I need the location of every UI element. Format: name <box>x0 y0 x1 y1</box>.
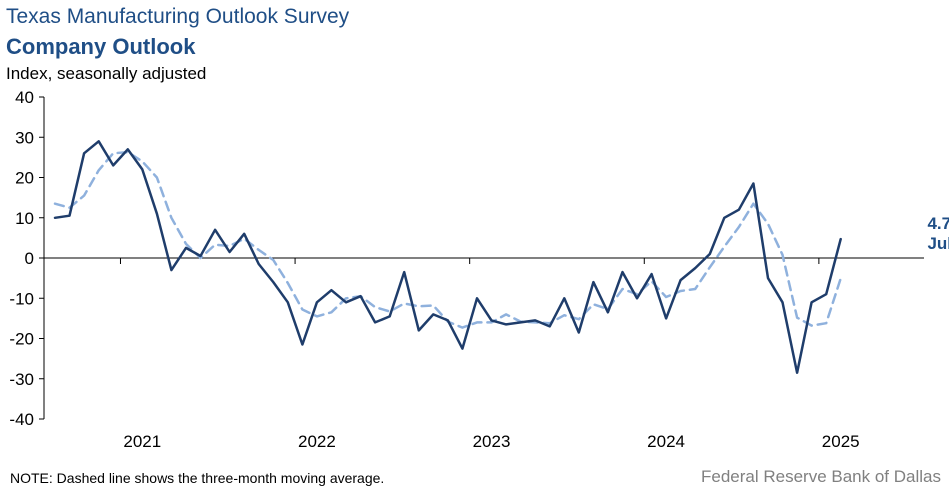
chart-subtitle: Company Outlook <box>6 34 196 59</box>
y-tick-label: -40 <box>9 410 34 429</box>
y-tick-label: -10 <box>9 289 34 308</box>
footnote: NOTE: Dashed line shows the three-month … <box>10 470 385 486</box>
y-tick-label: 10 <box>15 209 34 228</box>
y-axis-units-label: Index, seasonally adjusted <box>6 64 207 83</box>
y-tick-label: -20 <box>9 330 34 349</box>
x-tick-label: 2023 <box>473 432 511 451</box>
y-tick-label: 20 <box>15 169 34 188</box>
latest-value-label: 4.7 <box>927 214 949 233</box>
y-tick-label: 30 <box>15 128 34 147</box>
moving-average-line <box>53 150 842 329</box>
x-tick-label: 2021 <box>123 432 161 451</box>
x-tick-label: 2024 <box>647 432 685 451</box>
x-tick-label: 2022 <box>298 432 336 451</box>
y-tick-label: 0 <box>25 249 34 268</box>
chart-title: Texas Manufacturing Outlook Survey <box>6 5 350 28</box>
latest-month-label: July <box>927 234 949 253</box>
source-credit: Federal Reserve Bank of Dallas <box>700 467 941 486</box>
index-line <box>53 140 842 374</box>
y-tick-label: 40 <box>15 88 34 107</box>
y-tick-label: -30 <box>9 370 34 389</box>
x-tick-label: 2025 <box>822 432 860 451</box>
